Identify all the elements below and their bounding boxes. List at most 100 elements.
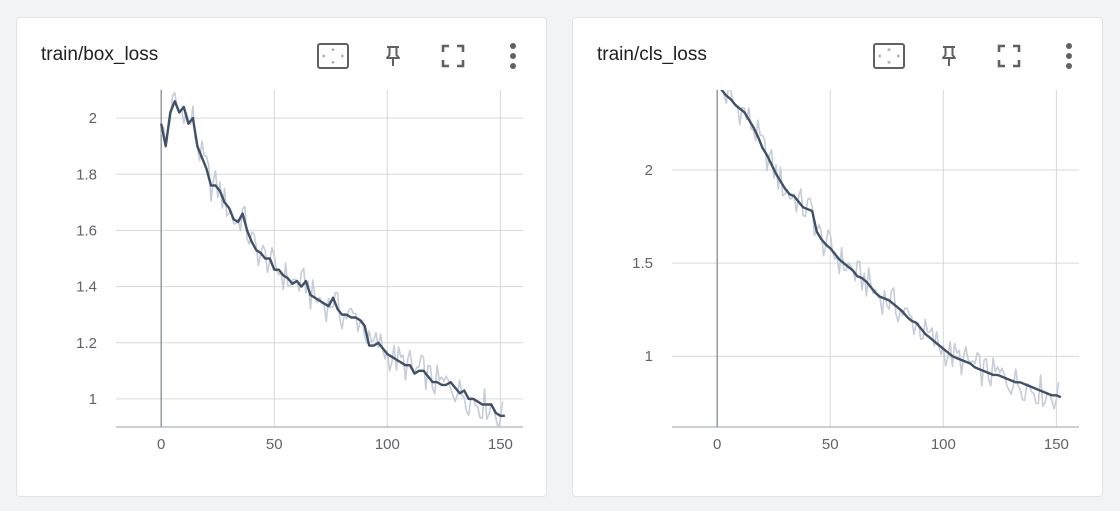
data-point bbox=[318, 299, 322, 303]
data-point bbox=[770, 163, 774, 167]
data-point bbox=[914, 321, 918, 325]
x-tick-label: 0 bbox=[713, 436, 721, 453]
data-point bbox=[363, 324, 367, 328]
fit-domain-icon bbox=[873, 43, 905, 69]
data-point bbox=[485, 403, 489, 407]
data-point bbox=[462, 389, 466, 393]
data-point bbox=[272, 268, 276, 272]
data-point bbox=[950, 354, 954, 358]
data-point bbox=[471, 397, 475, 401]
data-point bbox=[218, 189, 222, 193]
raw-series-line bbox=[160, 91, 504, 427]
raw-series-line bbox=[721, 90, 1060, 410]
data-point bbox=[801, 205, 805, 209]
fullscreen-icon bbox=[997, 44, 1021, 68]
data-point bbox=[959, 358, 963, 362]
data-point bbox=[299, 285, 303, 289]
data-point bbox=[991, 373, 995, 377]
data-point bbox=[833, 252, 837, 256]
data-point bbox=[182, 105, 186, 109]
x-tick-label: 0 bbox=[157, 436, 165, 453]
data-point bbox=[453, 386, 457, 390]
chart-card-box-loss: train/box_loss 1 1.2 1.4 1.6 1.8 2 0 50 1 bbox=[16, 17, 547, 497]
data-point bbox=[1036, 388, 1040, 392]
data-point bbox=[846, 265, 850, 269]
data-point bbox=[331, 296, 335, 300]
y-tick-label: 1.2 bbox=[76, 335, 97, 352]
data-point bbox=[738, 107, 742, 111]
y-tick-label: 1.4 bbox=[76, 279, 97, 296]
data-point bbox=[245, 228, 249, 232]
data-point bbox=[232, 217, 236, 221]
y-tick-label: 1 bbox=[645, 348, 653, 365]
data-point bbox=[910, 319, 914, 323]
data-point bbox=[1005, 377, 1009, 381]
data-point bbox=[1014, 380, 1018, 384]
fullscreen-button[interactable] bbox=[992, 40, 1026, 72]
data-point bbox=[851, 269, 855, 273]
line-chart-box-loss[interactable]: 1 1.2 1.4 1.6 1.8 2 0 50 100 150 bbox=[17, 18, 548, 498]
series-group bbox=[159, 91, 505, 427]
pin-button[interactable] bbox=[376, 40, 410, 72]
data-point bbox=[480, 403, 484, 407]
data-point bbox=[358, 318, 362, 322]
data-point bbox=[313, 296, 317, 300]
fit-domain-button[interactable] bbox=[872, 40, 906, 72]
data-point bbox=[788, 192, 792, 196]
data-point bbox=[367, 344, 371, 348]
data-point bbox=[1000, 375, 1004, 379]
smoothed-series-line bbox=[720, 90, 1062, 399]
data-point bbox=[928, 336, 932, 340]
data-point bbox=[860, 276, 864, 280]
y-tick-label: 1.8 bbox=[76, 166, 97, 183]
data-point bbox=[209, 184, 213, 188]
data-point bbox=[399, 360, 403, 364]
more-options-button[interactable] bbox=[1052, 40, 1086, 72]
data-point bbox=[751, 125, 755, 129]
data-point bbox=[159, 122, 163, 126]
data-point bbox=[865, 280, 869, 284]
fullscreen-button[interactable] bbox=[436, 40, 470, 72]
data-point bbox=[919, 326, 923, 330]
data-point bbox=[498, 414, 502, 418]
data-point bbox=[290, 282, 294, 286]
fit-domain-icon bbox=[317, 43, 349, 69]
data-point bbox=[322, 301, 326, 305]
data-point bbox=[792, 194, 796, 198]
data-point bbox=[435, 380, 439, 384]
y-tick-label: 2 bbox=[645, 162, 653, 179]
data-point bbox=[444, 383, 448, 387]
data-point bbox=[733, 103, 737, 107]
data-point bbox=[390, 355, 394, 359]
data-point bbox=[164, 144, 168, 148]
data-point bbox=[783, 187, 787, 191]
data-point bbox=[449, 380, 453, 384]
data-point bbox=[964, 360, 968, 364]
data-point bbox=[978, 367, 982, 371]
data-point bbox=[892, 302, 896, 306]
fit-domain-button[interactable] bbox=[316, 40, 350, 72]
more-options-button[interactable] bbox=[496, 40, 530, 72]
data-point bbox=[426, 374, 430, 378]
data-point bbox=[385, 352, 389, 356]
data-point bbox=[1009, 379, 1013, 383]
data-point bbox=[765, 153, 769, 157]
pin-button[interactable] bbox=[932, 40, 966, 72]
x-tick-label: 50 bbox=[822, 436, 839, 453]
data-point bbox=[422, 369, 426, 373]
data-point bbox=[1041, 390, 1045, 394]
data-point bbox=[1050, 393, 1054, 397]
line-chart-cls-loss[interactable]: 1 1.5 2 0 50 100 150 bbox=[573, 18, 1104, 498]
data-point bbox=[309, 293, 313, 297]
data-point bbox=[413, 372, 417, 376]
data-point bbox=[277, 268, 281, 272]
data-point bbox=[815, 230, 819, 234]
data-point bbox=[327, 304, 331, 308]
chart-title: train/box_loss bbox=[41, 44, 159, 65]
data-point bbox=[345, 313, 349, 317]
chart-card-cls-loss: train/cls_loss 1 1.5 2 0 50 100 150 bbox=[572, 17, 1103, 497]
data-point bbox=[824, 243, 828, 247]
data-point bbox=[214, 184, 218, 188]
data-point bbox=[932, 339, 936, 343]
data-point bbox=[236, 220, 240, 224]
